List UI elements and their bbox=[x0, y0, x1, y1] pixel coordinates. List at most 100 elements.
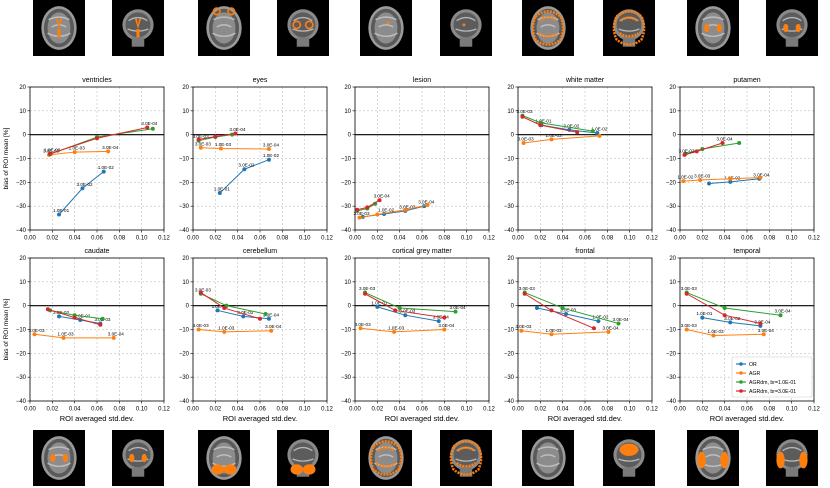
x-tick-label: 0.08 bbox=[763, 407, 775, 413]
data-label: 1.0E-02 bbox=[212, 304, 229, 309]
x-tick-label: 0.02 bbox=[371, 236, 383, 242]
data-point-series-3 bbox=[778, 313, 783, 318]
thumbnail-shape bbox=[296, 37, 310, 47]
y-tick-label: −10 bbox=[666, 328, 677, 334]
chart-panel-caudate: 0.00 0.02 0.04 0.06 0.08 0.10 0.12 −40 −30 −20 −10… bbox=[3, 248, 170, 423]
chart-panel-frontal: 0.00 0.02 0.04 0.06 0.08 0.10 0.12 −40 −30 −20 −10… bbox=[504, 248, 659, 423]
data-label: 1.0E-03 bbox=[215, 142, 232, 147]
y-tick-label: 20 bbox=[669, 256, 676, 262]
data-point-series-2 bbox=[72, 150, 77, 155]
data-point-series-1 bbox=[217, 191, 222, 196]
data-label: 1.0E-02 bbox=[378, 208, 395, 213]
x-tick-label: 0.04 bbox=[719, 236, 731, 242]
frontal-axial-image bbox=[530, 436, 566, 480]
x-tick-label: 0.02 bbox=[534, 236, 546, 242]
data-point-series-1 bbox=[242, 167, 247, 172]
lesion-coronal-thumbnail bbox=[440, 0, 492, 56]
x-tick-label: 0.12 bbox=[483, 236, 495, 242]
series-line-2 bbox=[521, 330, 609, 335]
data-point-series-2 bbox=[358, 326, 363, 331]
thumbnail-shape bbox=[303, 464, 316, 475]
y-tick-label: −10 bbox=[179, 328, 190, 334]
x-tick-label: 0.00 bbox=[24, 407, 36, 413]
x-tick-label: 0.12 bbox=[483, 407, 495, 413]
data-label: 3.0E-03 bbox=[694, 173, 711, 178]
data-point-series-1 bbox=[534, 306, 539, 311]
y-tick-label: 20 bbox=[344, 256, 351, 262]
data-point-series-1 bbox=[707, 181, 712, 186]
y-tick-label: −20 bbox=[16, 180, 27, 186]
x-tick-label: 0.06 bbox=[91, 407, 103, 413]
y-tick-label: −30 bbox=[666, 204, 677, 210]
data-point-series-4 bbox=[682, 152, 687, 157]
x-tick-label: 0.12 bbox=[646, 236, 658, 242]
x-tick-label: 0.04 bbox=[557, 407, 569, 413]
thumbnail-shape bbox=[292, 16, 314, 32]
y-tick-label: −40 bbox=[16, 228, 27, 234]
data-point-series-2 bbox=[549, 137, 554, 142]
x-tick-label: 0.04 bbox=[232, 236, 244, 242]
frontal-coronal-image bbox=[613, 439, 645, 477]
cerebellum-coronal-thumbnail bbox=[277, 430, 329, 486]
chart-panel-cortical-grey-matter: 0.00 0.02 0.04 0.06 0.08 0.10 0.12 −40 −30 −20 −10… bbox=[341, 248, 496, 423]
data-point-series-4 bbox=[98, 322, 103, 327]
x-tick-label: 0.00 bbox=[512, 407, 524, 413]
x-tick-label: 0.08 bbox=[438, 236, 450, 242]
data-point-series-2 bbox=[521, 141, 526, 146]
data-point-series-2 bbox=[111, 335, 116, 340]
thumbnail-shape bbox=[134, 18, 142, 30]
y-tick-label: 0 bbox=[23, 304, 27, 310]
x-tick-label: 0.06 bbox=[579, 407, 591, 413]
x-tick-label: 0.02 bbox=[696, 236, 708, 242]
x-tick-label: 0.12 bbox=[808, 236, 820, 242]
x-tick-label: 0.12 bbox=[158, 236, 170, 242]
y-tick-label: 0 bbox=[673, 304, 677, 310]
y-tick-label: −10 bbox=[341, 328, 352, 334]
data-label: 3.0E-04 bbox=[263, 312, 280, 317]
thumbnail-shape bbox=[127, 446, 149, 462]
legend-swatch-marker bbox=[739, 362, 743, 366]
data-point-series-1 bbox=[728, 179, 733, 184]
putamen-axial-thumbnail bbox=[687, 0, 739, 56]
data-point-series-4 bbox=[758, 321, 763, 326]
series-line-2 bbox=[198, 329, 272, 333]
thumbnail-shape bbox=[212, 16, 236, 38]
thumbnail-shape bbox=[704, 23, 710, 33]
y-tick-label: −30 bbox=[16, 204, 27, 210]
y-tick-label: −30 bbox=[341, 204, 352, 210]
caudate-axial-thumbnail bbox=[33, 430, 85, 486]
thumbnail-shape bbox=[227, 7, 236, 16]
data-label: 3.0E-03 bbox=[516, 109, 533, 114]
data-point-series-2 bbox=[711, 333, 716, 338]
data-point-series-4 bbox=[45, 307, 50, 312]
thumbnail-shape bbox=[453, 12, 479, 38]
x-tick-label: 0.10 bbox=[624, 236, 636, 242]
data-point-series-1 bbox=[595, 130, 600, 135]
x-tick-label: 0.00 bbox=[187, 236, 199, 242]
white-matter-coronal-thumbnail bbox=[603, 0, 655, 56]
chart-panel-cerebellum: 0.00 0.02 0.04 0.06 0.08 0.10 0.12 −40 −30 −20 −10… bbox=[179, 248, 334, 423]
thumbnail-shape bbox=[781, 16, 803, 32]
data-point-series-3 bbox=[722, 306, 727, 311]
data-label: 3.0E-03 bbox=[193, 323, 210, 328]
data-label: 3.0E-04 bbox=[716, 137, 733, 142]
y-tick-label: 10 bbox=[507, 280, 514, 286]
y-tick-label: −10 bbox=[666, 157, 677, 163]
data-point-series-4 bbox=[258, 316, 262, 321]
x-tick-label: 0.08 bbox=[276, 236, 288, 242]
series-line-3 bbox=[49, 128, 153, 155]
thumbnail-shape bbox=[304, 20, 314, 30]
thumbnail-shape bbox=[455, 16, 477, 32]
y-axis-label: bias of ROI mean [%] bbox=[3, 127, 10, 189]
y-tick-label: 20 bbox=[669, 85, 676, 91]
x-tick-label: 0.06 bbox=[254, 407, 266, 413]
data-point-series-1 bbox=[215, 308, 220, 313]
thumbnail-shape bbox=[785, 37, 799, 47]
white-matter-axial-image bbox=[530, 6, 566, 50]
thumbnail-shape bbox=[779, 12, 805, 38]
y-tick-label: 20 bbox=[344, 85, 351, 91]
legend-swatch-marker bbox=[739, 389, 743, 393]
data-label: 3.0E-04 bbox=[108, 331, 125, 336]
thumbnail-shape bbox=[619, 443, 639, 456]
legend-entry: AGRdm, br=3.0E-01 bbox=[749, 389, 796, 395]
